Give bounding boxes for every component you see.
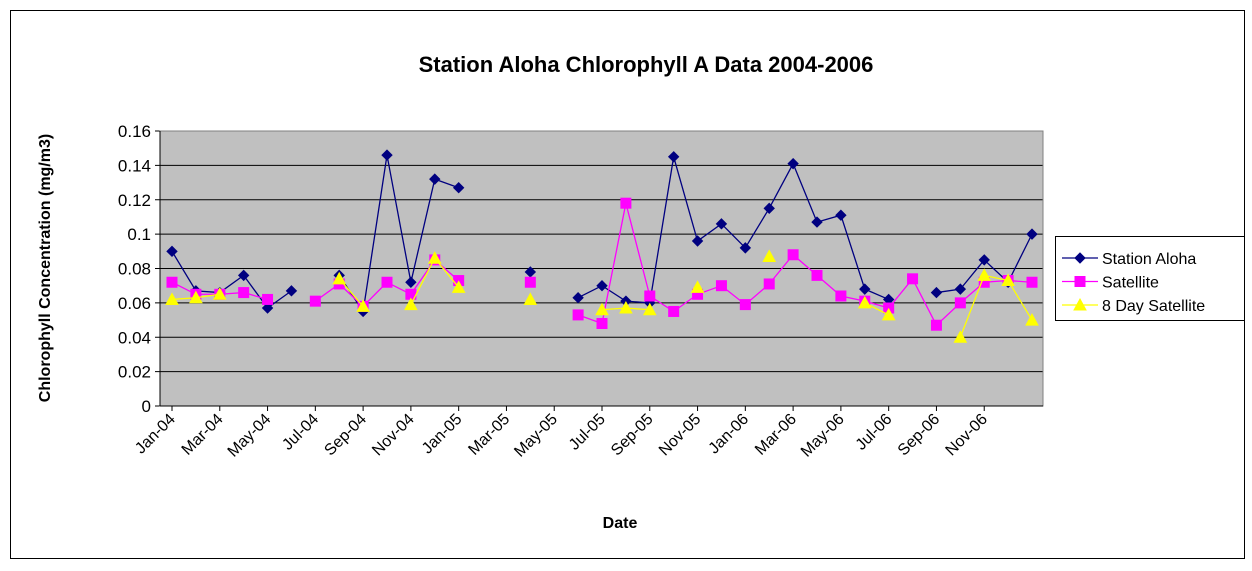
marker (690, 280, 705, 293)
marker (691, 235, 704, 247)
marker (642, 302, 657, 316)
marker (668, 305, 680, 317)
marker (332, 271, 347, 285)
marker (356, 299, 370, 312)
marker (381, 149, 393, 161)
marker (835, 290, 847, 302)
legend-label: Satellite (1102, 275, 1159, 292)
marker (715, 218, 728, 230)
marker (619, 300, 633, 314)
marker (404, 297, 418, 311)
marker (451, 280, 466, 293)
y-tick-label: 0.16 (118, 122, 151, 141)
marker (596, 318, 608, 329)
y-axis-label: Chlorophyll Concentration (mg/m3) (37, 134, 54, 402)
marker (524, 276, 536, 288)
marker (523, 292, 538, 305)
marker (787, 157, 799, 170)
series-line (171, 154, 1033, 314)
marker (644, 290, 656, 302)
marker (452, 182, 465, 194)
chart-title: Station Aloha Chlorophyll A Data 2004-20… (419, 52, 874, 77)
marker (261, 302, 274, 314)
marker (977, 268, 992, 281)
marker (1073, 297, 1087, 311)
marker (596, 279, 608, 292)
marker (189, 290, 203, 304)
marker (212, 287, 227, 300)
marker (1025, 313, 1039, 326)
marker (309, 295, 321, 307)
marker (1074, 276, 1086, 287)
marker (762, 249, 777, 262)
marker (763, 202, 775, 215)
legend-box (1055, 236, 1245, 321)
marker (954, 297, 966, 309)
marker (237, 269, 250, 282)
marker (739, 242, 752, 254)
x-axis-label: Date (603, 515, 638, 532)
marker (1026, 276, 1038, 288)
marker (835, 209, 847, 221)
y-tick-label: 0.08 (118, 260, 151, 279)
marker (166, 245, 178, 258)
marker (285, 285, 298, 297)
marker (1001, 273, 1015, 287)
marker (427, 251, 442, 264)
marker (715, 280, 727, 292)
marker (763, 278, 775, 290)
marker (978, 254, 990, 266)
y-tick-label: 0.1 (127, 225, 151, 244)
legend-label: Station Aloha (1102, 251, 1196, 268)
marker (811, 216, 823, 228)
marker (811, 269, 823, 281)
marker (667, 151, 680, 163)
marker (572, 309, 584, 321)
legend-label: 8 Day Satellite (1102, 298, 1205, 315)
marker (262, 293, 274, 305)
marker (953, 330, 968, 343)
y-tick-label: 0.06 (118, 294, 151, 313)
marker (1026, 228, 1038, 240)
marker (572, 292, 584, 304)
marker (857, 295, 872, 309)
marker (165, 292, 179, 305)
marker (595, 302, 609, 316)
marker (739, 299, 751, 311)
y-tick-label: 0 (142, 397, 151, 416)
marker (930, 319, 942, 331)
y-tick-label: 0.04 (118, 328, 151, 347)
marker (1074, 252, 1086, 264)
marker (429, 173, 441, 185)
marker (166, 276, 178, 288)
marker (405, 276, 417, 288)
marker (907, 273, 919, 285)
y-tick-label: 0.12 (118, 191, 151, 210)
marker (238, 287, 250, 299)
marker (930, 286, 943, 299)
y-tick-label: 0.02 (118, 363, 151, 382)
marker (381, 276, 393, 288)
marker (787, 249, 799, 261)
y-tick-label: 0.14 (118, 156, 151, 175)
marker (954, 283, 967, 295)
marker (620, 197, 632, 209)
marker (859, 283, 871, 295)
marker (881, 307, 896, 321)
